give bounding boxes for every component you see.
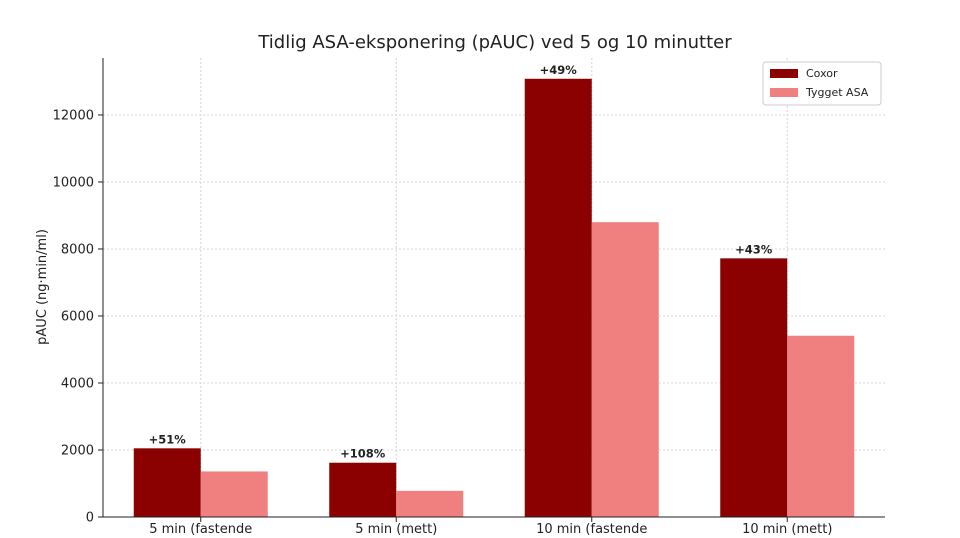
- y-tick-label: 2000: [61, 443, 94, 458]
- y-tick-label: 10000: [53, 175, 94, 190]
- y-tick-label: 4000: [61, 376, 94, 391]
- legend-swatch-coxor: [770, 69, 798, 78]
- bar-tygget-asa: [591, 222, 659, 517]
- bar-coxor: [329, 462, 397, 517]
- bar-annotation: +43%: [735, 242, 773, 256]
- y-tick-label: 12000: [53, 108, 94, 123]
- y-tick-label: 8000: [61, 242, 94, 257]
- bar-tygget-asa: [200, 471, 268, 517]
- chart-title: Tidlig ASA-eksponering (pAUC) ved 5 og 1…: [257, 32, 732, 53]
- x-tick-label: 5 min (mett): [355, 522, 437, 537]
- legend-swatch-tygget-asa: [770, 88, 798, 97]
- y-tick-label: 0: [86, 511, 94, 526]
- bar-coxor: [133, 448, 201, 517]
- bar-tygget-asa: [787, 335, 855, 517]
- bars-group: [133, 78, 855, 517]
- legend: Coxor Tygget ASA: [762, 61, 882, 106]
- bar-annotation: +108%: [340, 447, 386, 461]
- bar-tygget-asa: [396, 490, 464, 517]
- x-tick-label: 10 min (fastende: [536, 522, 647, 537]
- bar-coxor: [524, 78, 592, 517]
- axes: [102, 58, 885, 518]
- legend-label-tygget-asa: Tygget ASA: [805, 86, 869, 99]
- x-tick-label: 5 min (fastende: [149, 522, 252, 537]
- bar-annotation: +49%: [540, 63, 578, 77]
- bar-annotation: +51%: [149, 432, 187, 446]
- legend-label-coxor: Coxor: [806, 67, 838, 80]
- bar-annotations: +51% +108% +49% +43%: [149, 63, 773, 461]
- y-ticks: 0 2000 4000 6000 8000 10000 12000: [53, 108, 103, 526]
- y-tick-label: 6000: [61, 309, 94, 324]
- x-ticks: 5 min (fastende 5 min (mett) 10 min (faste…: [149, 517, 832, 537]
- bar-coxor: [720, 258, 788, 517]
- y-axis-label: pAUC (ng·min/ml): [35, 229, 50, 345]
- x-tick-label: 10 min (mett): [742, 522, 832, 537]
